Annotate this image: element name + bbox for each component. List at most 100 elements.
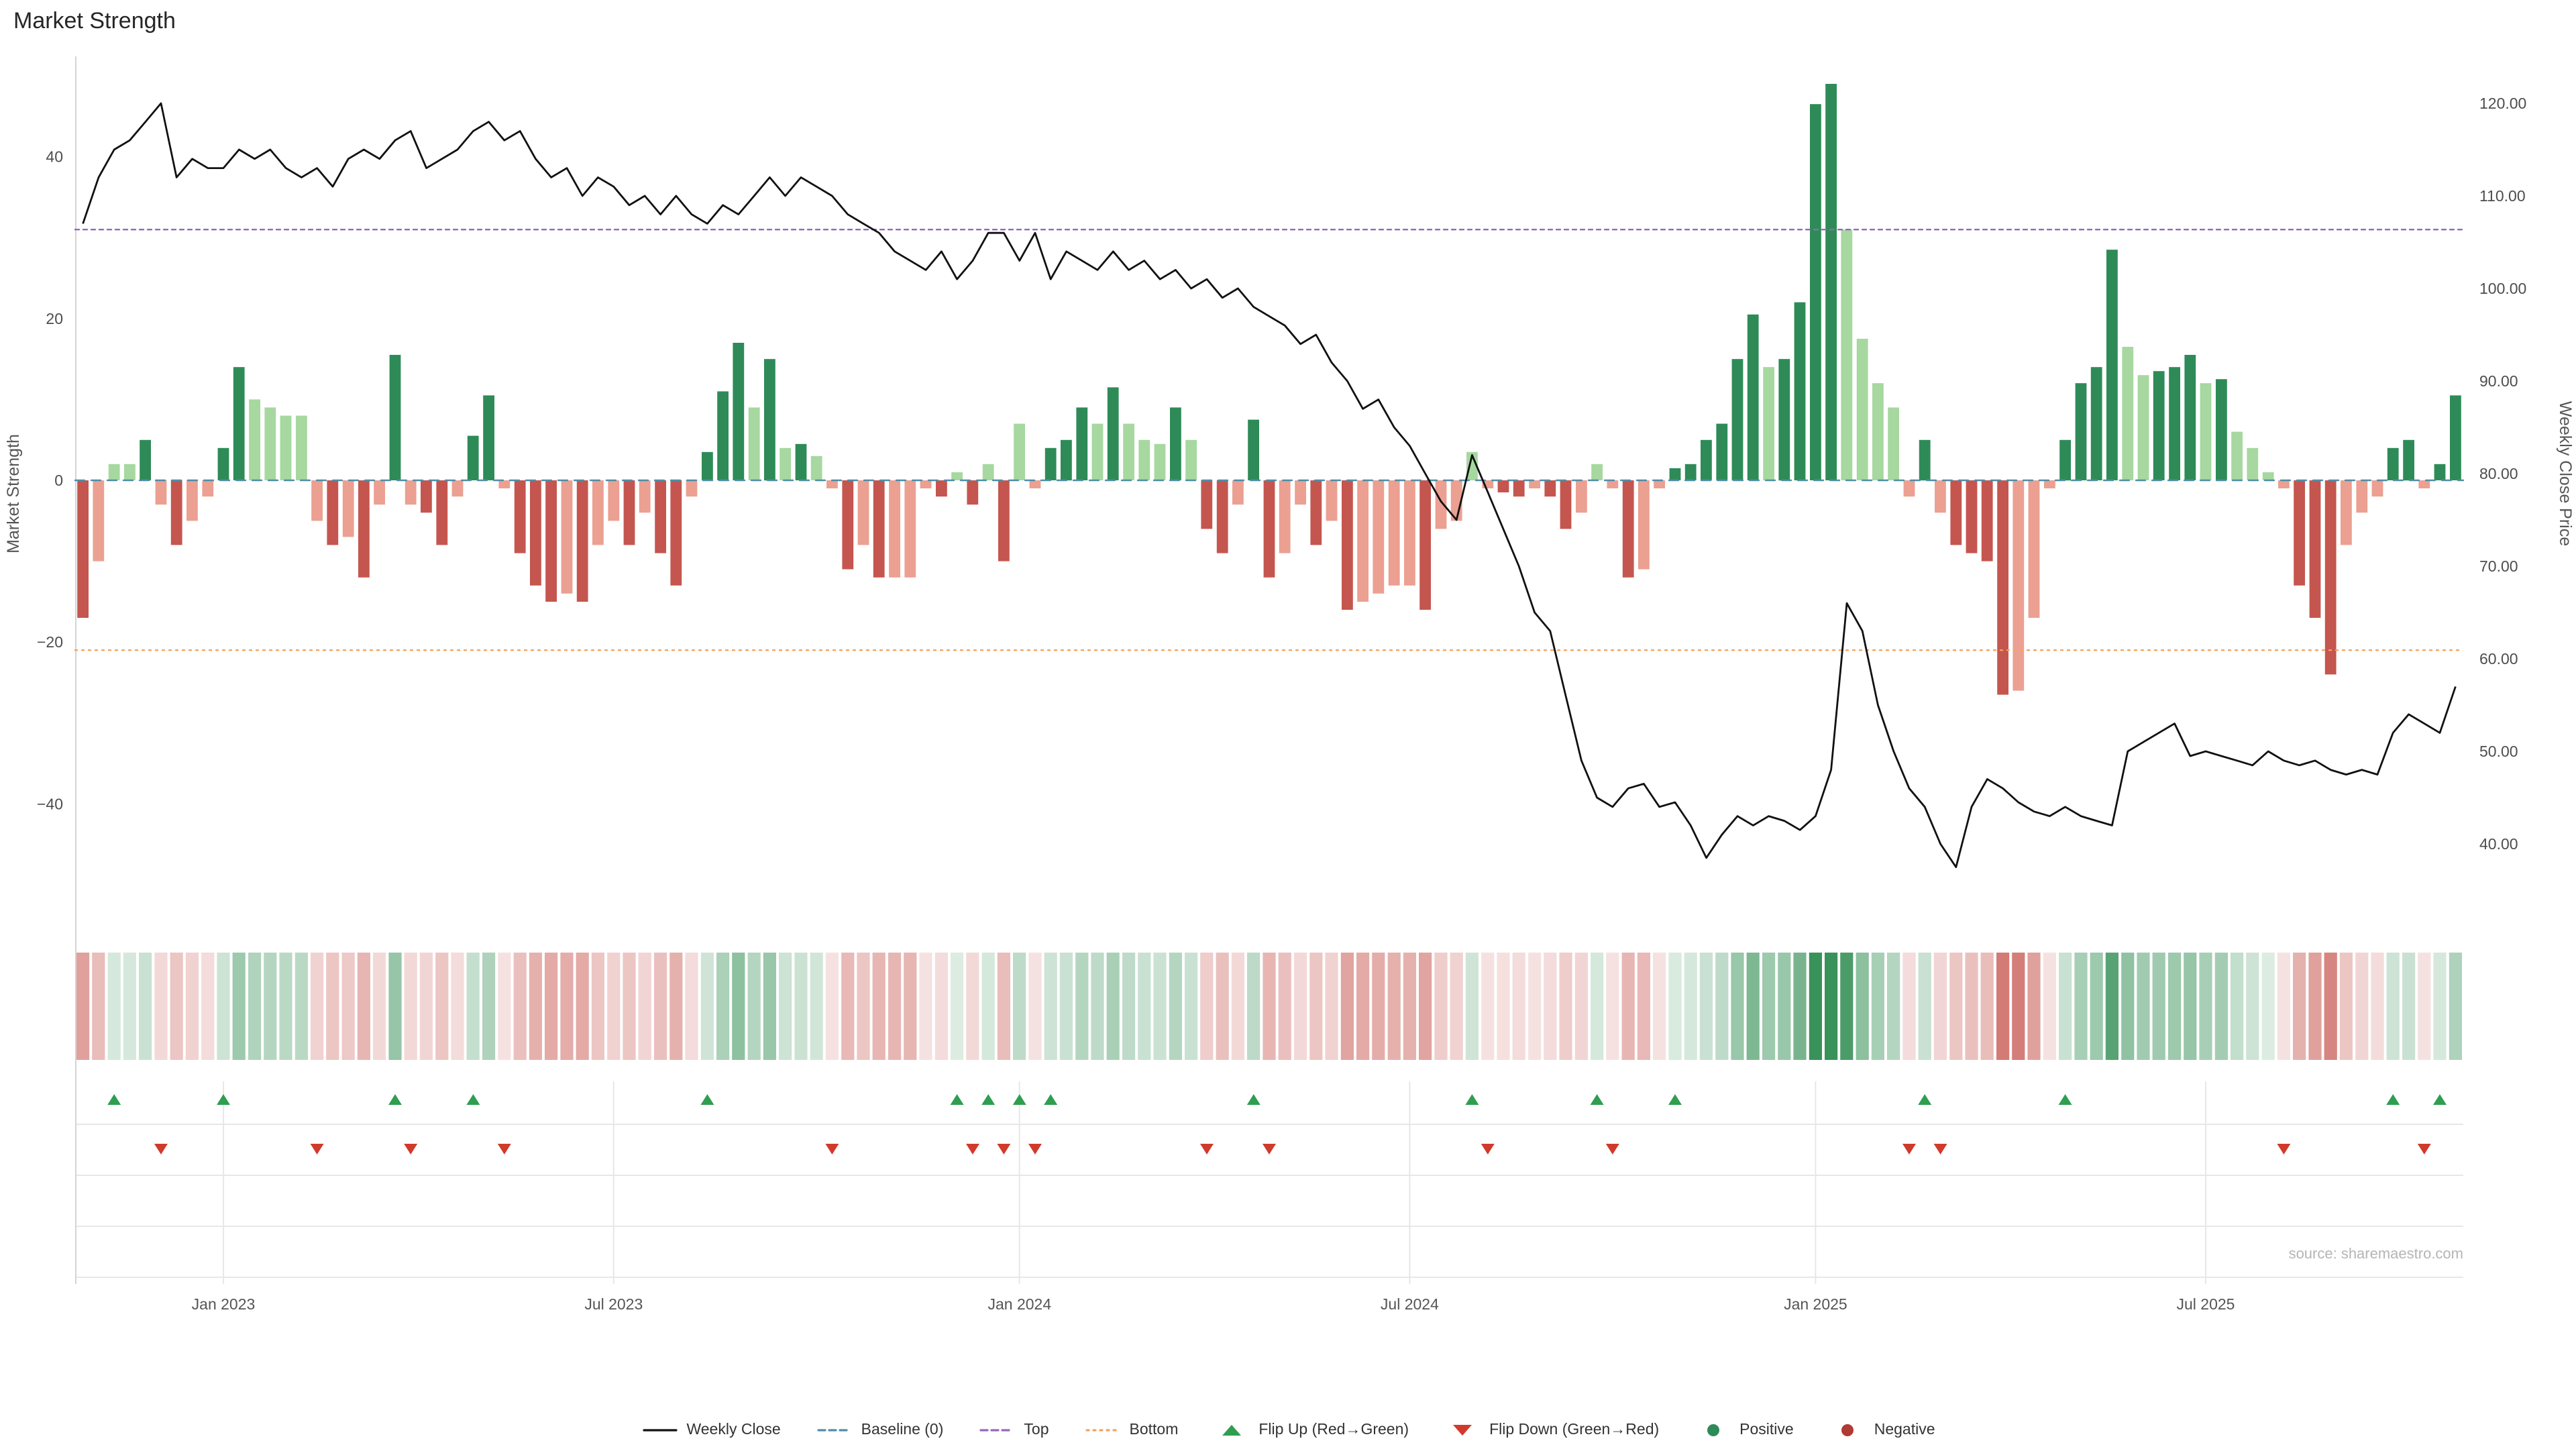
heatmap-cell — [451, 953, 464, 1060]
strength-bar — [748, 407, 760, 480]
heatmap-cell — [1200, 953, 1214, 1060]
strength-bar — [936, 480, 947, 497]
flip-down-marker — [1902, 1144, 1916, 1155]
heatmap-cell — [607, 953, 621, 1060]
heatmap-cell — [419, 953, 433, 1060]
heatmap-cell — [1512, 953, 1525, 1060]
heatmap-cell — [2168, 953, 2182, 1060]
heatmap-cell — [2105, 953, 2118, 1060]
right-axis-title: Weekly Close Price — [2556, 401, 2575, 546]
strength-bar — [967, 480, 979, 505]
strength-bar — [857, 480, 869, 545]
strength-bar — [951, 472, 963, 480]
y-right-tick-label: 120.00 — [2479, 95, 2526, 112]
heatmap-cell — [1544, 953, 1557, 1060]
legend-item-weekly-close[interactable]: Weekly Close — [641, 1422, 781, 1438]
strength-bar — [93, 480, 105, 561]
legend-item-flip-down[interactable]: Flip Down (Green→Red) — [1444, 1422, 1659, 1438]
flip-down-marker — [2277, 1144, 2291, 1155]
strength-bar — [1388, 480, 1400, 586]
heatmap-cell — [1247, 953, 1260, 1060]
heatmap-cell — [763, 953, 776, 1060]
strength-bar — [342, 480, 354, 537]
heatmap-cell — [545, 953, 558, 1060]
flip-down-marker — [1028, 1144, 1042, 1155]
strength-bar — [2231, 431, 2243, 480]
heatmap-cell — [1091, 953, 1104, 1060]
strength-bar — [155, 480, 167, 505]
heatmap-cell — [170, 953, 183, 1060]
heatmap-cell — [1933, 953, 1947, 1060]
heatmap-cell — [76, 953, 90, 1060]
flip-up-marker — [388, 1094, 402, 1105]
flip-down-marker — [966, 1144, 979, 1155]
strength-bar — [2122, 347, 2134, 480]
heatmap-cell — [841, 953, 855, 1060]
strength-bar — [623, 480, 635, 545]
heatmap-cell — [747, 953, 761, 1060]
strength-bar — [498, 480, 511, 488]
strength-bar — [576, 480, 588, 602]
legend-item-negative[interactable]: Negative — [1829, 1422, 1935, 1438]
heatmap-cell — [1216, 953, 1229, 1060]
x-tick-label: Jan 2025 — [1784, 1295, 1847, 1313]
strength-bar — [639, 480, 651, 513]
strength-bar — [1622, 480, 1634, 578]
strength-bar — [1497, 480, 1509, 492]
strength-bars — [77, 84, 2461, 695]
legend-item-flip-up[interactable]: Flip Up (Red→Green) — [1213, 1422, 1409, 1438]
flip-up-marker — [1246, 1094, 1260, 1105]
strength-bar — [1544, 480, 1556, 497]
strength-bar — [873, 480, 885, 578]
heatmap-cell — [326, 953, 339, 1060]
y-right-tick-label: 80.00 — [2479, 465, 2518, 482]
heatmap-cell — [872, 953, 885, 1060]
heatmap-cell — [357, 953, 370, 1060]
strength-bar — [1654, 480, 1665, 488]
strength-bar — [608, 480, 620, 521]
heatmap-cell — [435, 953, 449, 1060]
legend-label: Flip Down (Green→Red) — [1489, 1422, 1660, 1438]
legend-item-top[interactable]: Top — [978, 1422, 1049, 1438]
heatmap-cell — [669, 953, 683, 1060]
heatmap-cell — [1825, 953, 1838, 1060]
heatmap-cell — [201, 953, 215, 1060]
strength-bar — [1778, 359, 1790, 481]
strength-bar — [1966, 480, 1978, 553]
flip-up-marker — [1012, 1094, 1026, 1105]
strength-bar — [483, 395, 494, 480]
strength-bar — [1872, 383, 1884, 480]
heatmap-cell — [904, 953, 917, 1060]
legend-item-bottom[interactable]: Bottom — [1084, 1422, 1178, 1438]
strength-bar — [1747, 314, 1759, 480]
heatmap-cell — [1871, 953, 1884, 1060]
flip-down-legend-glyph — [1453, 1425, 1472, 1436]
heatmap-cell — [1621, 953, 1635, 1060]
heatmap-cell — [1949, 953, 1963, 1060]
heatmap-cell — [591, 953, 604, 1060]
strength-bar — [1044, 447, 1057, 480]
heatmap-cell — [1778, 953, 1791, 1060]
strength-bar — [2418, 480, 2430, 488]
strength-bar — [202, 480, 214, 497]
strength-bar — [1919, 439, 1931, 481]
heatmap-cell — [732, 953, 745, 1060]
y-left-tick-label: 20 — [46, 310, 63, 327]
strength-bar — [1903, 480, 1915, 497]
strength-bar — [1185, 439, 1197, 481]
strength-bar — [2356, 480, 2368, 513]
heatmap-cell — [1746, 953, 1760, 1060]
legend-item-baseline[interactable]: Baseline (0) — [816, 1422, 943, 1438]
strength-bar — [1607, 480, 1619, 488]
axis-ticks: 40 20 0 −20 −40 120.00 110.00 100.00 90.00 80.00 7… — [37, 95, 2526, 1313]
legend-label: Positive — [1739, 1422, 1794, 1438]
strength-bar — [1373, 480, 1385, 594]
heatmap-cell — [2308, 953, 2322, 1060]
heatmap-cell — [1731, 953, 1744, 1060]
heatmap-cell — [934, 953, 948, 1060]
bottom-legend-glyph — [1085, 1429, 1120, 1432]
legend-item-positive[interactable]: Positive — [1694, 1422, 1794, 1438]
strength-bar — [982, 464, 994, 480]
heatmap-cell — [185, 953, 199, 1060]
strength-bar — [358, 480, 370, 578]
